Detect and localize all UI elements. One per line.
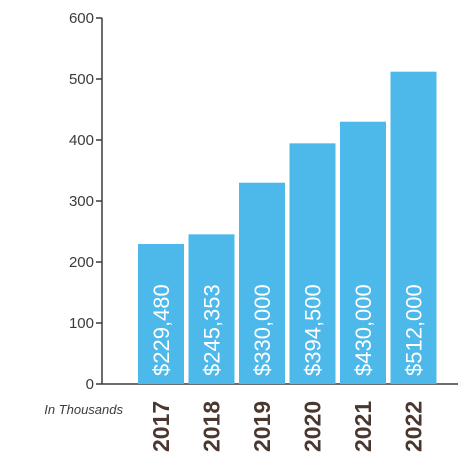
y-tick-label: 600 <box>69 10 94 27</box>
y-tick-label: 200 <box>69 254 94 271</box>
data-label-2018: $245,353 <box>200 284 225 376</box>
category-label-2021: 2021 <box>350 401 376 452</box>
bar-2022 <box>390 71 437 385</box>
bars: $229,480 $245,353 $330,000 $394,500 $430,000… <box>138 71 437 385</box>
y-ticks: 0 100 200 300 400 500 600 <box>69 10 102 393</box>
category-label-2022: 2022 <box>401 401 427 452</box>
bar-2020 <box>289 143 336 384</box>
y-tick-label: 100 <box>69 315 94 332</box>
bar-2019 <box>239 182 285 384</box>
category-label-2018: 2018 <box>199 401 225 452</box>
data-label-2017: $229,480 <box>149 284 174 376</box>
data-label-2019: $330,000 <box>250 284 275 376</box>
data-label-2022: $512,000 <box>402 284 427 376</box>
bar-2021 <box>340 121 386 384</box>
data-label-2021: $430,000 <box>351 284 376 376</box>
data-label-2020: $394,500 <box>301 284 326 376</box>
y-tick-label: 400 <box>69 132 94 149</box>
category-label-2020: 2020 <box>300 401 326 452</box>
y-tick-label: 0 <box>86 376 94 393</box>
bar-2018 <box>188 234 235 384</box>
category-label-2017: 2017 <box>148 401 174 452</box>
category-label-2019: 2019 <box>249 401 275 452</box>
units-note: In Thousands <box>44 402 123 417</box>
category-labels: 2017 2018 2019 2020 2021 2022 <box>148 401 427 452</box>
y-tick-label: 300 <box>69 193 94 210</box>
y-tick-label: 500 <box>69 71 94 88</box>
bar-2017 <box>138 244 184 384</box>
